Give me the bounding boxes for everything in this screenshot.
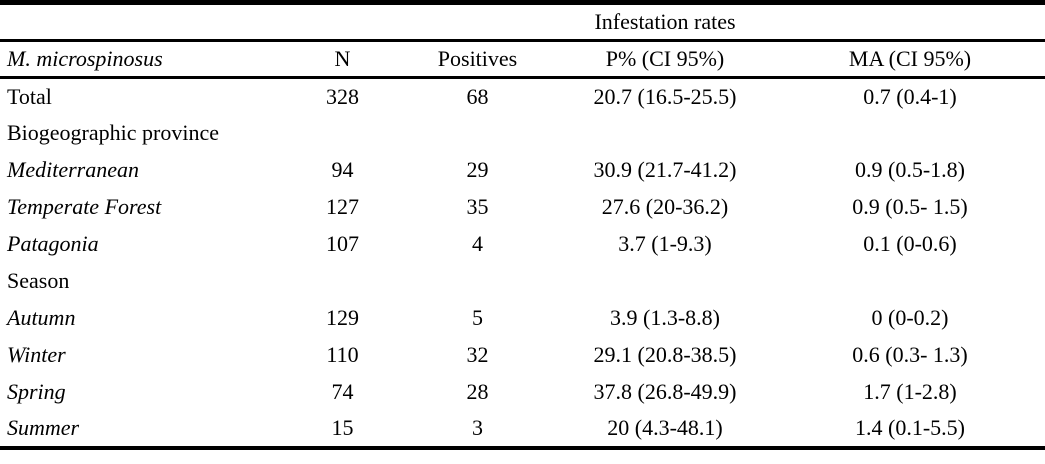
table-row: Mediterranean 94 29 30.9 (21.7-41.2) 0.9… — [0, 152, 1045, 189]
column-header-mean-abundance: MA (CI 95%) — [775, 40, 1045, 79]
cell-n — [285, 263, 400, 300]
table-row: Spring 74 28 37.8 (26.8-49.9) 1.7 (1-2.8… — [0, 374, 1045, 411]
cell-positives: 68 — [466, 83, 489, 109]
cell-prevalence: 30.9 (21.7-41.2) — [593, 157, 737, 182]
cell-positives: 32 — [466, 342, 489, 367]
cell-positives: 29 — [466, 157, 489, 182]
cell-mean-abundance — [775, 263, 1045, 300]
cell-n: 110 — [326, 342, 359, 367]
table-row: Patagonia 107 4 3.7 (1-9.3) 0.1 (0-0.6) — [0, 226, 1045, 263]
column-header-species: M. microspinosus — [0, 40, 285, 79]
column-header-positives: Positives — [400, 40, 555, 79]
cell-n: 15 — [331, 415, 354, 440]
table-header-row: M. microspinosus N Positives P% (CI 95%)… — [0, 40, 1045, 79]
row-label: Temperate Forest — [7, 194, 162, 219]
cell-n: 129 — [326, 305, 359, 330]
table-row: Infestation rates — [0, 2, 1045, 42]
cell-mean-abundance: 0 (0-0.2) — [871, 305, 949, 330]
section-label: Biogeographic province — [7, 120, 219, 145]
cell-positives: 35 — [466, 194, 489, 219]
cell-mean-abundance — [775, 115, 1045, 152]
cell-prevalence: 3.7 (1-9.3) — [618, 231, 712, 256]
cell-n: 328 — [326, 83, 359, 109]
cell-mean-abundance: 1.7 (1-2.8) — [863, 379, 957, 404]
cell-prevalence: 20 (4.3-48.1) — [607, 415, 723, 440]
cell-positives — [400, 115, 555, 152]
cell-positives: 3 — [472, 415, 483, 440]
table-section-row: Season — [0, 263, 1045, 300]
cell-n: 107 — [326, 231, 359, 256]
column-header-prevalence: P% (CI 95%) — [555, 40, 775, 79]
cell-mean-abundance: 0.1 (0-0.6) — [863, 231, 957, 256]
cell-positives: 5 — [472, 305, 483, 330]
cell-prevalence: 27.6 (20-36.2) — [601, 194, 729, 219]
table-row: Total 328 68 20.7 (16.5-25.5) 0.7 (0.4-1… — [0, 78, 1045, 115]
row-label: Autumn — [7, 305, 76, 330]
row-label: Winter — [7, 342, 66, 367]
cell-prevalence: 29.1 (20.8-38.5) — [593, 342, 737, 367]
column-header-n: N — [285, 40, 400, 79]
cell-n — [285, 115, 400, 152]
cell-prevalence — [555, 115, 775, 152]
row-label: Patagonia — [7, 231, 99, 256]
cell-positives: 28 — [466, 379, 489, 404]
cell-prevalence: 37.8 (26.8-49.9) — [593, 379, 737, 404]
spanner-title: Infestation rates — [285, 2, 1045, 42]
table-row: Summer 15 3 20 (4.3-48.1) 1.4 (0.1-5.5) — [0, 411, 1045, 448]
table-row: Temperate Forest 127 35 27.6 (20-36.2) 0… — [0, 189, 1045, 226]
cell-mean-abundance: 1.4 (0.1-5.5) — [855, 415, 966, 440]
row-label: Spring — [7, 379, 66, 404]
table-section-row: Biogeographic province — [0, 115, 1045, 152]
spanner-empty-cell — [0, 2, 285, 42]
cell-prevalence: 20.7 (16.5-25.5) — [593, 83, 737, 109]
cell-n: 94 — [331, 157, 354, 182]
cell-mean-abundance: 0.7 (0.4-1) — [863, 83, 957, 109]
cell-prevalence — [555, 263, 775, 300]
cell-prevalence: 3.9 (1.3-8.8) — [610, 305, 720, 330]
table-row: Autumn 129 5 3.9 (1.3-8.8) 0 (0-0.2) — [0, 300, 1045, 337]
cell-n: 74 — [331, 379, 354, 404]
row-label: Mediterranean — [7, 157, 139, 182]
cell-mean-abundance: 0.6 (0.3- 1.3) — [852, 342, 968, 367]
row-label: Total — [7, 83, 52, 109]
cell-positives — [400, 263, 555, 300]
cell-mean-abundance: 0.9 (0.5-1.8) — [855, 157, 966, 182]
cell-n: 127 — [326, 194, 359, 219]
infestation-rates-table: Infestation rates M. microspinosus N Pos… — [0, 0, 1045, 450]
table-row: Winter 110 32 29.1 (20.8-38.5) 0.6 (0.3-… — [0, 337, 1045, 374]
cell-positives: 4 — [472, 231, 483, 256]
row-label: Summer — [7, 415, 80, 440]
section-label: Season — [7, 268, 70, 293]
cell-mean-abundance: 0.9 (0.5- 1.5) — [852, 194, 968, 219]
